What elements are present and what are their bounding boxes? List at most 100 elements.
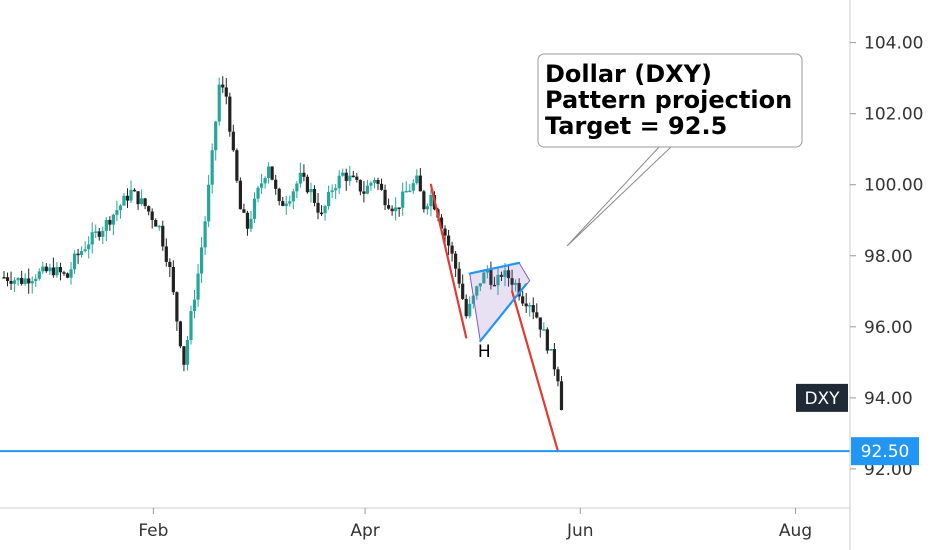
candle-down — [242, 209, 246, 213]
candle-down — [446, 235, 451, 246]
candle-down — [125, 195, 130, 201]
candle-up — [514, 283, 518, 285]
candle-up — [196, 273, 200, 300]
x-tick-label: Aug — [779, 521, 812, 541]
candle-up — [80, 251, 84, 255]
candle-up — [249, 218, 253, 229]
candle-down — [355, 176, 359, 180]
candle-up — [87, 244, 91, 250]
candle-down — [235, 150, 239, 181]
candle-up — [475, 286, 479, 296]
y-tick-label: 102.00 — [864, 105, 923, 125]
candle-up — [471, 295, 475, 304]
candle-down — [150, 211, 154, 221]
candle-down — [132, 189, 137, 192]
candle-down — [531, 305, 535, 313]
callout-line-1: Dollar (DXY) — [545, 60, 712, 88]
candle-down — [489, 270, 493, 285]
candle-up — [288, 201, 292, 204]
candle-up — [267, 166, 271, 179]
candle-down — [351, 175, 355, 178]
candle-down — [2, 277, 6, 279]
pattern-layer — [469, 262, 531, 343]
candle-down — [510, 278, 514, 285]
candle-down — [281, 201, 285, 206]
symbol-tag: DXY — [796, 383, 848, 412]
candle-down — [457, 268, 461, 284]
target-price-tag: 92.50 — [851, 437, 919, 466]
candle-up — [411, 183, 415, 191]
candle-up — [252, 198, 257, 219]
candle-down — [538, 317, 542, 330]
candle-down — [27, 278, 31, 284]
candle-up — [37, 271, 41, 279]
candle-down — [492, 284, 497, 287]
candle-up — [404, 190, 408, 193]
h-annotation: H — [478, 342, 491, 362]
candle-up — [284, 203, 288, 206]
candle-down — [178, 321, 183, 347]
candle-down — [147, 206, 151, 212]
candle-up — [485, 270, 489, 273]
candle-down — [58, 266, 63, 273]
candle-up — [23, 278, 27, 284]
candle-down — [499, 274, 504, 277]
candle-down — [397, 207, 401, 209]
candle-down — [238, 180, 242, 210]
candle-down — [316, 202, 320, 213]
candle-up — [295, 183, 299, 192]
candle-up — [482, 272, 486, 284]
candle-up — [101, 230, 105, 237]
candle-down — [312, 189, 317, 203]
candle-down — [136, 191, 140, 205]
candle-down — [20, 277, 24, 284]
candle-up — [309, 189, 313, 193]
candle-down — [154, 220, 158, 227]
candle-down — [450, 245, 454, 254]
y-tick-label: 100.00 — [864, 176, 923, 196]
candle-up — [394, 207, 398, 212]
candle-down — [535, 312, 539, 318]
candle-down — [224, 87, 228, 97]
candle-down — [97, 231, 101, 237]
candle-down — [65, 273, 70, 278]
candle-down — [171, 267, 175, 293]
candle-up — [549, 349, 553, 351]
flag-pattern-shape — [469, 262, 531, 343]
candle-down — [302, 172, 306, 177]
target-price-tag-label: 92.50 — [861, 442, 910, 462]
candle-up — [337, 175, 341, 189]
candle-up — [90, 232, 94, 245]
candle-up — [372, 179, 377, 183]
candle-up — [256, 187, 260, 199]
candle-up — [203, 221, 207, 248]
candle-down — [228, 96, 232, 132]
candle-down — [108, 219, 112, 225]
candle-down — [231, 131, 235, 151]
candle-up — [192, 299, 197, 312]
candle-up — [298, 172, 302, 184]
candle-up — [263, 178, 267, 184]
pole-projection-line — [510, 290, 560, 453]
candle-up — [12, 280, 17, 284]
candle-down — [454, 253, 458, 269]
candle-up — [330, 190, 334, 193]
candle-down — [362, 191, 366, 194]
candle-down — [168, 261, 172, 268]
y-tick-label: 98.00 — [864, 247, 913, 267]
candle-up — [217, 84, 221, 122]
x-tick-label: Feb — [138, 521, 168, 541]
candle-up — [30, 281, 34, 284]
flag-top-line — [468, 261, 521, 275]
candle-up — [401, 191, 405, 208]
candle-up — [327, 192, 331, 207]
x-tick-label: Apr — [350, 521, 379, 541]
trend-lines-layer — [429, 183, 560, 453]
candle-up — [468, 303, 472, 317]
candle-up — [140, 198, 144, 205]
callout-line-3: Target = 92.5 — [545, 112, 727, 140]
candle-down — [182, 346, 186, 365]
candle-down — [422, 191, 426, 210]
